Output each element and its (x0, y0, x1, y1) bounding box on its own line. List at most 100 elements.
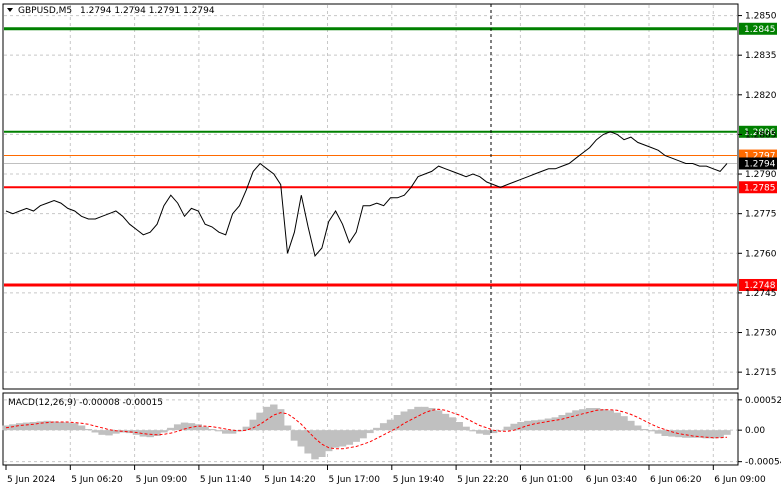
macd-bar (242, 426, 251, 431)
x-tick-label: 5 Jun 19:40 (393, 475, 445, 485)
macd-bar (187, 423, 196, 431)
macd-bar (544, 418, 553, 431)
y-tick-label: 1.2775 (745, 210, 777, 220)
macd-bar (276, 409, 285, 431)
macd-bar (634, 425, 642, 431)
macd-bar (98, 430, 106, 435)
macd-bar (373, 427, 381, 431)
macd-bar (84, 429, 93, 431)
macd-bar (290, 430, 299, 441)
macd-bar (640, 429, 649, 431)
macd-bar (22, 422, 31, 431)
macd-y-tick-label: 0.00 (745, 426, 765, 436)
macd-bar (91, 430, 99, 433)
macd-bar (167, 427, 175, 431)
macd-bar (537, 419, 546, 431)
level-tag (739, 22, 777, 35)
macd-bar (386, 419, 395, 431)
macd-bar (345, 430, 354, 445)
macd-bar (139, 430, 148, 437)
macd-bar (661, 430, 669, 436)
macd-bar (647, 430, 656, 432)
macd-bar (531, 420, 539, 431)
macd-bar (283, 425, 292, 431)
macd-bar (208, 429, 216, 431)
macd-bar (57, 422, 65, 431)
macd-bar (311, 430, 319, 460)
macd-bar (517, 422, 525, 431)
macd-bar (29, 422, 38, 431)
macd-bar (482, 430, 491, 435)
macd-bar (352, 430, 360, 442)
macd-bar (695, 430, 704, 438)
symbol-label: GBPUSD,M5 (18, 6, 72, 16)
macd-bar (297, 430, 305, 447)
macd-bar (180, 422, 189, 431)
macd-bar (441, 413, 450, 431)
y-tick-label: 1.2805 (745, 130, 777, 140)
current-price-tag (739, 157, 777, 170)
macd-bar (270, 404, 278, 431)
macd-bar (194, 424, 202, 431)
macd-bar (682, 430, 690, 438)
macd-bar (215, 430, 223, 432)
macd-bar (16, 423, 24, 431)
grid (4, 5, 737, 464)
macd-bar (153, 430, 161, 436)
macd-bar (228, 430, 237, 434)
x-tick-label: 5 Jun 22:20 (457, 475, 509, 485)
x-tick-label: 5 Jun 2024 (7, 475, 56, 485)
macd-bar (222, 430, 230, 434)
level-tag-label: 1.2797 (744, 152, 776, 162)
level-tag-label: 1.2785 (744, 183, 776, 193)
macd-bar (558, 415, 566, 431)
level-tag (739, 181, 777, 194)
macd-histogram (2, 404, 731, 460)
macd-bar (462, 426, 470, 431)
macd-bar (448, 417, 457, 431)
macd-bar (565, 412, 573, 431)
x-tick-label: 5 Jun 09:00 (136, 475, 188, 485)
axes: 1.2850 1.2835 1.2820 1.2805 1.2790 1.2775 1.27… (5, 12, 781, 485)
level-tag-label: 1.2748 (744, 281, 776, 291)
x-tick-label: 5 Jun 11:40 (200, 475, 252, 485)
main-plot-frame (2, 3, 739, 390)
y-tick-label: 1.2820 (745, 91, 777, 101)
y-tick-label: 1.2760 (745, 249, 777, 259)
macd-bar (572, 410, 580, 431)
macd-bar (675, 430, 683, 438)
macd-label: MACD(12,26,9) -0.00008 -0.00015 (8, 398, 163, 408)
macd-bar (627, 420, 635, 431)
macd-bar (105, 430, 113, 436)
x-tick-label: 6 Jun 06:20 (650, 475, 702, 485)
macd-bar (599, 409, 608, 431)
macd-bar (2, 425, 10, 431)
macd-bar (414, 406, 422, 431)
y-tick-label: 1.2850 (745, 12, 777, 22)
macd-bar (496, 430, 505, 431)
macd-bar (592, 408, 601, 431)
macd-bar (318, 430, 326, 457)
price-series (5, 131, 728, 257)
y-tick-label: 1.2715 (745, 368, 777, 378)
macd-bar (379, 423, 388, 431)
macd-bar (476, 430, 484, 434)
macd-bar (173, 424, 182, 431)
x-tick-label: 5 Jun 06:20 (71, 475, 123, 485)
x-tick-label: 6 Jun 01:00 (521, 475, 573, 485)
macd-bar (112, 430, 120, 434)
price-line (5, 131, 728, 257)
collapse-triangle-icon[interactable] (7, 8, 13, 12)
macd-bar (400, 411, 408, 431)
macd-bar (489, 430, 498, 434)
macd-bar (119, 430, 127, 433)
macd-bar (64, 422, 72, 431)
macd-bar (70, 423, 79, 431)
macd-bar (428, 408, 436, 431)
macd-bar (256, 412, 264, 431)
macd-bar (455, 422, 463, 431)
macd-bar (125, 430, 134, 434)
macd-bar (510, 423, 518, 431)
